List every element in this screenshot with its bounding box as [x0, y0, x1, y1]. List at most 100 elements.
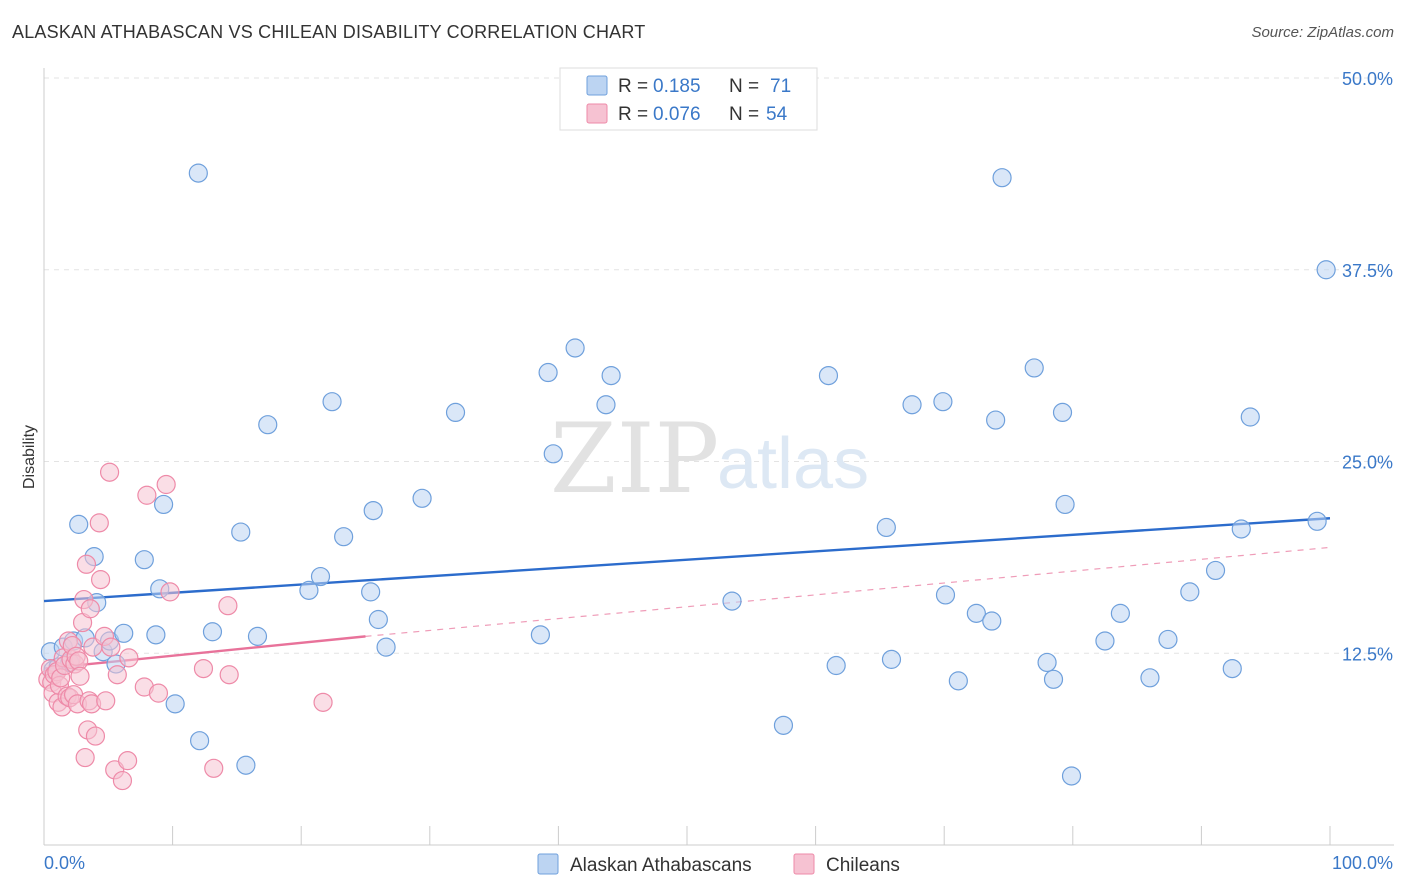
- stats-n-value-pink: 54: [766, 104, 788, 125]
- stats-swatch-pink: [586, 103, 608, 124]
- point-pink-22: [70, 666, 90, 686]
- point-blue-56: [1024, 358, 1044, 378]
- point-pink-48: [160, 582, 180, 602]
- point-blue-62: [1095, 631, 1115, 651]
- point-pink-51: [218, 596, 238, 616]
- series-alaskan-athabascans: [40, 163, 1336, 786]
- series-chileans: [38, 462, 333, 791]
- point-pink-38: [101, 637, 121, 657]
- stats-box: R = 0.185 N = 71 R = 0.076 N = 54: [559, 67, 818, 131]
- y-tick-label-0: 12.5%: [1342, 644, 1393, 664]
- point-pink-25: [75, 747, 95, 768]
- point-pink-46: [148, 683, 169, 703]
- stats-n-value-blue: 71: [770, 76, 791, 97]
- point-blue-52: [966, 603, 986, 623]
- point-blue-65: [1158, 629, 1178, 650]
- point-blue-57: [1037, 652, 1057, 673]
- watermark-zip: ZIP: [550, 403, 719, 515]
- y-tick-label-2: 37.5%: [1342, 261, 1393, 281]
- trend-line-pink: [43, 635, 366, 670]
- point-blue-17: [153, 494, 174, 515]
- y-axis-label: Disability: [21, 425, 38, 489]
- point-blue-53: [982, 611, 1002, 631]
- point-blue-43: [773, 715, 794, 735]
- chart-title: ALASKAN ATHABASCAN VS CHILEAN DISABILITY…: [12, 22, 646, 42]
- trend-line-blue: [43, 517, 1331, 603]
- y-tick-label-3: 50.0%: [1342, 69, 1393, 89]
- point-blue-71: [1307, 511, 1327, 531]
- point-blue-28: [322, 392, 342, 412]
- point-blue-66: [1180, 582, 1200, 602]
- point-blue-50: [935, 585, 956, 605]
- point-blue-49: [933, 392, 953, 412]
- point-pink-47: [156, 474, 176, 495]
- legend-label-chileans: Chileans: [826, 855, 900, 876]
- point-pink-32: [85, 726, 106, 746]
- point-blue-13: [114, 623, 134, 643]
- point-blue-20: [190, 731, 210, 751]
- point-blue-46: [876, 517, 896, 538]
- point-blue-27: [310, 566, 331, 587]
- point-pink-29: [80, 599, 100, 619]
- point-pink-41: [112, 770, 133, 791]
- point-blue-30: [361, 582, 381, 602]
- point-blue-25: [258, 415, 278, 435]
- point-pink-37: [99, 462, 120, 482]
- point-blue-36: [530, 625, 550, 645]
- stats-r-label-blue: R =: [618, 76, 648, 97]
- point-blue-59: [1052, 402, 1073, 423]
- point-blue-31: [363, 500, 383, 521]
- legend-swatch-alaskan-athabascans: [537, 853, 559, 875]
- point-blue-61: [1061, 766, 1082, 786]
- trend-lines: [43, 517, 1331, 670]
- y-tick-label-1: 25.0%: [1342, 453, 1393, 473]
- x-axis-ticks: [172, 826, 1331, 845]
- point-pink-45: [137, 485, 157, 505]
- x-tick-label-max: 100.0%: [1332, 853, 1393, 873]
- point-pink-36: [96, 691, 116, 711]
- point-pink-52: [219, 665, 239, 685]
- point-pink-49: [193, 658, 214, 679]
- point-blue-55: [992, 168, 1012, 188]
- point-blue-70: [1240, 407, 1260, 427]
- point-blue-34: [412, 488, 432, 508]
- stats-r-value-pink: 0.076: [653, 104, 701, 125]
- stats-n-label-blue: N =: [729, 76, 759, 97]
- point-blue-48: [902, 395, 922, 415]
- watermark-atlas: atlas: [717, 424, 869, 504]
- point-blue-67: [1205, 560, 1226, 581]
- point-blue-64: [1140, 668, 1160, 688]
- y-tick-labels: 12.5% 25.0% 37.5% 50.0%: [1342, 69, 1393, 664]
- point-pink-26: [76, 554, 97, 574]
- point-pink-33: [89, 513, 109, 533]
- point-blue-54: [986, 410, 1006, 430]
- point-blue-40: [596, 395, 616, 415]
- point-blue-63: [1110, 603, 1130, 623]
- point-blue-60: [1055, 494, 1075, 515]
- point-blue-72: [1316, 260, 1336, 280]
- point-pink-42: [117, 751, 138, 771]
- point-blue-35: [445, 402, 466, 423]
- point-blue-47: [881, 649, 902, 669]
- point-blue-24: [247, 626, 268, 646]
- point-blue-58: [1043, 669, 1064, 689]
- point-blue-21: [202, 622, 223, 642]
- point-pink-53: [313, 692, 333, 712]
- point-blue-37: [538, 362, 558, 383]
- legend-swatch-chileans: [793, 853, 815, 875]
- point-pink-50: [204, 758, 224, 778]
- point-blue-22: [231, 522, 251, 542]
- stats-r-value-blue: 0.185: [653, 76, 701, 97]
- point-blue-14: [134, 550, 154, 570]
- stats-n-label-pink: N =: [729, 104, 759, 125]
- point-blue-45: [826, 655, 846, 676]
- x-tick-label-min: 0.0%: [44, 853, 85, 873]
- trend-line-pink-extension: [365, 546, 1331, 637]
- point-blue-18: [165, 694, 185, 714]
- stats-r-label-pink: R =: [618, 104, 648, 125]
- legend: Alaskan Athabascans Chileans: [537, 853, 900, 876]
- point-pink-40: [107, 665, 127, 685]
- point-blue-68: [1222, 658, 1242, 679]
- gridlines: [44, 77, 1394, 654]
